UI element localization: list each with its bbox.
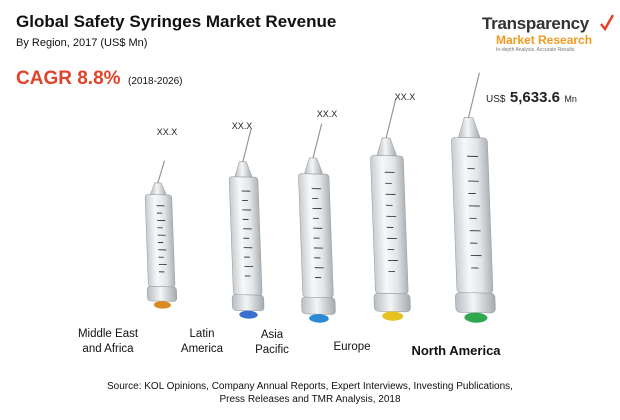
syringe-middle-east-and-africa bbox=[144, 160, 178, 309]
syringe-barrel bbox=[451, 137, 494, 294]
source-note: Source: KOL Opinions, Company Annual Rep… bbox=[0, 380, 620, 406]
logo-tagline: In-depth Analysis. Accurate Results bbox=[496, 47, 575, 53]
value-currency: US$ bbox=[486, 94, 506, 105]
syringe-barrel bbox=[144, 194, 176, 288]
syringe-hub bbox=[458, 117, 481, 139]
value-label-europe: XX.X bbox=[394, 92, 416, 102]
value-label-north-america: US$ 5,633.6 Mn bbox=[486, 89, 577, 107]
region-label-europe: Europe bbox=[333, 341, 371, 353]
region-label-asia-pacific: Asia Pacific bbox=[255, 329, 289, 356]
source-line-1: Source: KOL Opinions, Company Annual Rep… bbox=[107, 381, 513, 392]
chart-title: Global Safety Syringes Market Revenue bbox=[16, 12, 337, 31]
syringe-europe bbox=[370, 98, 411, 321]
syringe-barrel bbox=[228, 176, 263, 296]
region-label-north-america: North America bbox=[411, 343, 501, 358]
syringe-cap-middle-east-and-africa bbox=[153, 301, 171, 309]
syringe-hub bbox=[376, 137, 398, 157]
syringe-cap-europe bbox=[382, 311, 404, 321]
syringe-cap-latin-america bbox=[239, 310, 258, 319]
chart-subtitle: By Region, 2017 (US$ Mn) bbox=[16, 37, 148, 49]
syringe-flange bbox=[373, 292, 411, 313]
syringe-flange bbox=[455, 292, 496, 314]
syringe-barrel bbox=[370, 155, 409, 295]
value-label-asia-pacific: XX.X bbox=[316, 109, 338, 119]
syringe-needle bbox=[312, 123, 323, 159]
value-label-latin-america: XX.X bbox=[231, 121, 253, 131]
checkmark-icon bbox=[600, 14, 614, 32]
cagr-label: CAGR 8.8% bbox=[16, 68, 121, 89]
logo-word-market-research: Market Research bbox=[496, 33, 593, 47]
syringe-flange bbox=[231, 294, 265, 312]
syringe-hub bbox=[149, 182, 167, 196]
company-logo: Transparency Market Research In-depth An… bbox=[482, 14, 614, 56]
syringe-cap-north-america bbox=[464, 312, 488, 323]
value-number: 5,633.6 bbox=[509, 89, 560, 106]
syringe-needle bbox=[385, 98, 397, 139]
syringe-asia-pacific bbox=[298, 123, 336, 323]
logo-word-transparency: Transparency bbox=[482, 14, 589, 33]
syringe-needle bbox=[242, 128, 252, 162]
syringe-barrel bbox=[298, 173, 334, 298]
syringe-hub bbox=[304, 157, 324, 175]
syringe-north-america bbox=[451, 72, 496, 323]
value-unit: Mn bbox=[564, 94, 577, 104]
region-label-middle-east-and-africa: Middle East and Africa bbox=[77, 328, 139, 355]
value-label-middle-east-and-africa: XX.X bbox=[156, 127, 178, 137]
syringe-latin-america bbox=[228, 128, 265, 319]
syringe-needle bbox=[157, 160, 166, 184]
source-line-2: Press Releases and TMR Analysis, 2018 bbox=[219, 394, 401, 405]
syringe-flange bbox=[146, 286, 178, 302]
cagr-block: CAGR 8.8% (2018-2026) bbox=[16, 68, 182, 90]
cagr-period: (2018-2026) bbox=[127, 76, 183, 87]
syringe-hub bbox=[234, 161, 253, 178]
region-label-latin-america: Latin America bbox=[180, 328, 224, 355]
syringe-cap-asia-pacific bbox=[309, 314, 329, 323]
syringe-needle bbox=[468, 72, 480, 118]
syringe-flange bbox=[301, 296, 336, 315]
